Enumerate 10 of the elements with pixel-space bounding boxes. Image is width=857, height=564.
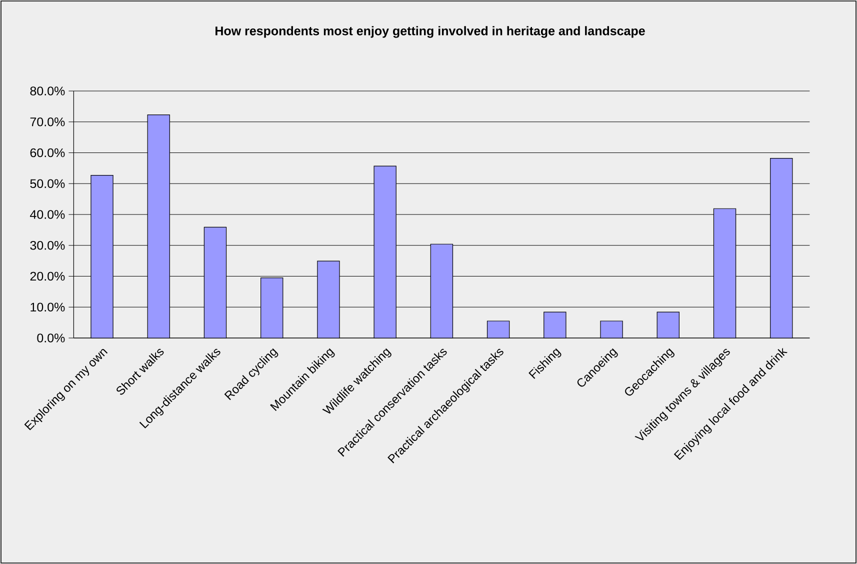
y-tick-label: 0.0% bbox=[37, 334, 65, 342]
y-tick-label: 20.0% bbox=[30, 272, 65, 281]
y-tick-label: 10.0% bbox=[30, 302, 65, 312]
y-tick-label: 80.0% bbox=[30, 86, 65, 96]
y-tick-label: 70.0% bbox=[30, 117, 65, 126]
y-tick-label: 40.0% bbox=[30, 210, 65, 219]
y-tick-label: 60.0% bbox=[30, 148, 65, 158]
y-tick-label: 30.0% bbox=[30, 240, 65, 250]
chart-title: How respondents most enjoy getting involved in heritage and landscape bbox=[216, 26, 645, 38]
y-tick-label: 50.0% bbox=[30, 179, 65, 188]
